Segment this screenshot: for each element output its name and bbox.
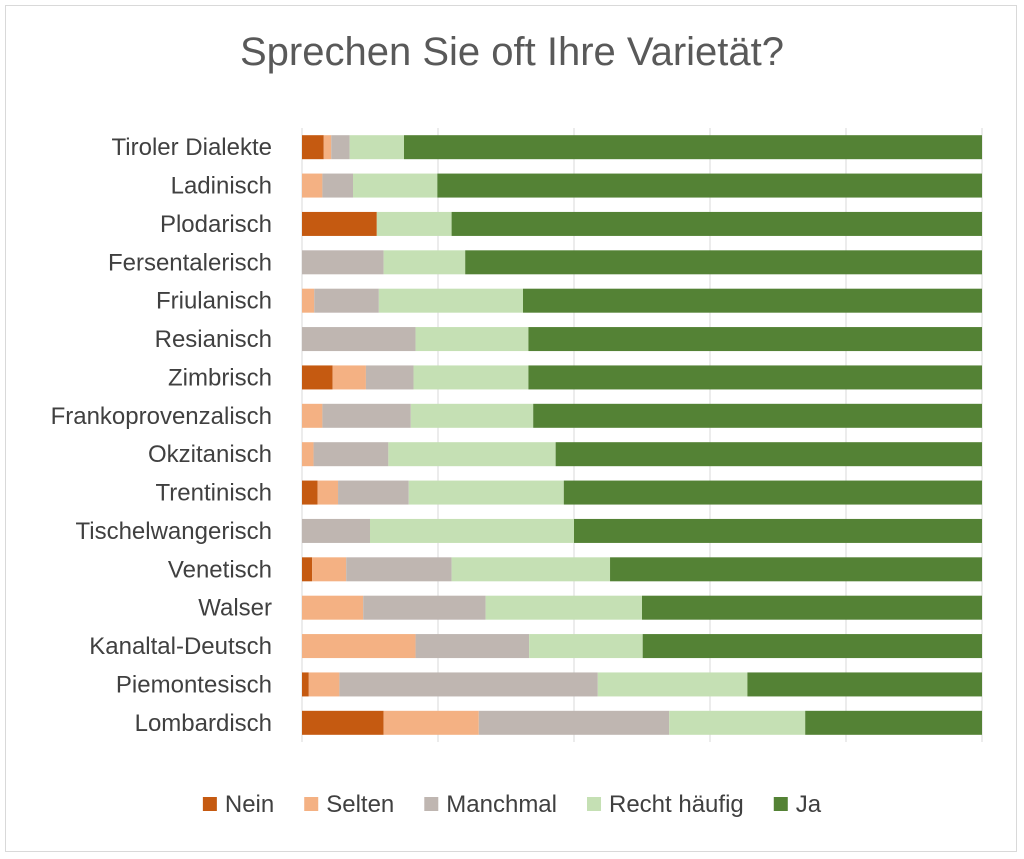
legend-swatch — [587, 797, 602, 811]
category-label: Kanaltal-Deutsch — [89, 633, 272, 660]
bar-segment — [302, 250, 384, 275]
category-label: Walser — [198, 595, 272, 622]
bar-segment — [528, 327, 982, 352]
bar-segment — [302, 442, 314, 467]
category-label: Trentinisch — [156, 480, 272, 507]
bar-segment — [376, 211, 452, 236]
bar-segment — [555, 442, 982, 467]
bar-segment — [610, 557, 982, 582]
legend-label: Ja — [796, 791, 822, 818]
legend-swatch — [202, 797, 217, 811]
bar-segment — [322, 173, 353, 198]
bar-segment — [465, 250, 982, 275]
bar-segment — [302, 173, 323, 198]
category-label: Resianisch — [155, 326, 272, 353]
legend-swatch — [773, 797, 788, 811]
category-label: Frankoprovenzalisch — [51, 403, 272, 430]
bar-segment — [408, 480, 564, 505]
category-label: Friulanisch — [156, 288, 272, 315]
bar-segment — [338, 480, 409, 505]
bar-segment — [388, 442, 556, 467]
bar-segment — [302, 557, 313, 582]
bar-segment — [437, 173, 982, 198]
legend-label: Nein — [225, 791, 274, 818]
bar-segment — [308, 672, 340, 697]
bar-segment — [451, 211, 983, 236]
bar-segment — [523, 288, 982, 313]
bars — [302, 135, 983, 735]
category-label: Tiroler Dialekte — [112, 134, 273, 161]
bar-segment — [410, 403, 534, 428]
bar-segment — [642, 634, 982, 659]
category-labels: Tiroler Dialekte Ladinisch Plodarisch Ferse… — [51, 134, 272, 737]
bar-segment — [302, 634, 416, 659]
bar-segment — [302, 518, 370, 543]
bar-segment — [313, 442, 389, 467]
bar-segment — [404, 135, 982, 160]
bar-segment — [413, 365, 529, 390]
bar-segment — [302, 710, 384, 735]
legend-swatch — [424, 797, 439, 811]
bar-segment — [314, 288, 379, 313]
bar-segment — [747, 672, 982, 697]
bar-segment — [302, 595, 364, 620]
bar-segment — [563, 480, 982, 505]
bar-segment — [415, 327, 529, 352]
category-label: Fersentalerisch — [108, 249, 272, 276]
bar-segment — [597, 672, 748, 697]
bar-segment — [302, 365, 333, 390]
bar-segment — [365, 365, 414, 390]
bar-segment — [574, 518, 982, 543]
bar-segment — [317, 480, 339, 505]
bar-segment — [529, 634, 643, 659]
bar-segment — [323, 135, 332, 160]
bar-segment — [302, 403, 323, 428]
bar-segment — [383, 250, 466, 275]
bar-segment — [451, 557, 611, 582]
bar-segment — [349, 135, 404, 160]
legend-label: Selten — [326, 791, 394, 818]
bar-segment — [378, 288, 523, 313]
category-label: Tischelwangerisch — [75, 518, 272, 545]
bar-segment — [353, 173, 438, 198]
bar-segment — [346, 557, 452, 582]
bar-segment — [302, 327, 416, 352]
bar-segment — [370, 518, 574, 543]
bar-segment — [302, 211, 377, 236]
category-label: Plodarisch — [160, 211, 272, 238]
legend: Nein Selten Manchmal Recht häufig Ja — [202, 791, 822, 818]
bar-segment — [485, 595, 642, 620]
category-label: Zimbrisch — [168, 364, 272, 391]
bar-segment — [302, 135, 324, 160]
bar-segment — [415, 634, 530, 659]
bar-segment — [363, 595, 486, 620]
bar-segment — [302, 288, 315, 313]
bar-segment — [339, 672, 598, 697]
bar-segment — [302, 480, 318, 505]
bar-segment — [528, 365, 982, 390]
category-label: Venetisch — [168, 556, 272, 583]
legend-label: Recht häufig — [609, 791, 744, 818]
bar-segment — [332, 365, 366, 390]
bar-segment — [533, 403, 982, 428]
bar-segment — [642, 595, 982, 620]
bar-segment — [302, 672, 309, 697]
category-label: Piemontesisch — [116, 671, 272, 698]
bar-segment — [383, 710, 479, 735]
bar-segment — [805, 710, 982, 735]
category-label: Ladinisch — [171, 173, 272, 200]
bar-segment — [312, 557, 347, 582]
bar-segment — [478, 710, 670, 735]
bar-segment — [322, 403, 411, 428]
legend-label: Manchmal — [446, 791, 557, 818]
category-label: Okzitanisch — [148, 441, 272, 468]
legend-swatch — [304, 797, 319, 811]
chart-title: Sprechen Sie oft Ihre Varietät? — [239, 30, 785, 74]
bar-segment — [331, 135, 350, 160]
category-label: Lombardisch — [135, 710, 272, 737]
bar-segment — [669, 710, 806, 735]
